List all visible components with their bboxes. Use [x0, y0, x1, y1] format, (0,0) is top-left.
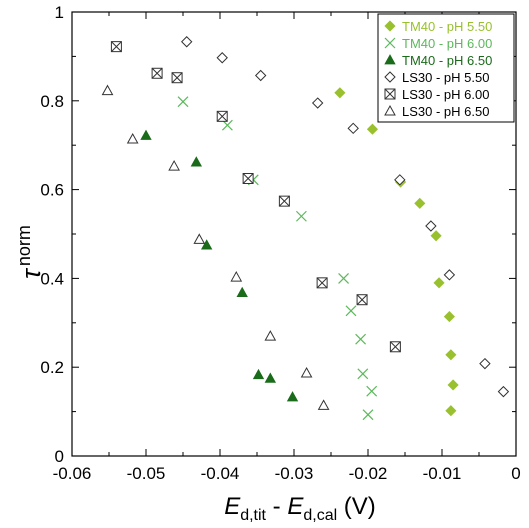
- series-5: [101, 84, 330, 410]
- data-point: [443, 311, 455, 323]
- legend-marker: [384, 104, 396, 116]
- data-point: [445, 349, 457, 361]
- data-point: [389, 341, 401, 353]
- data-point: [497, 385, 510, 398]
- data-point: [216, 52, 228, 64]
- series-3: [180, 36, 510, 398]
- data-point: [295, 210, 307, 222]
- data-point: [236, 286, 248, 298]
- x-tick-label: -0.02: [349, 464, 388, 483]
- x-tick-label: 0: [511, 464, 520, 483]
- x-axis-title: Ed,tit - Ed,cal (V): [224, 493, 376, 524]
- legend: TM40 - pH 5.50 TM40 - pH 6.00 TM40 - pH 6.…: [377, 13, 515, 123]
- data-point: [445, 405, 457, 417]
- data-point: [168, 160, 180, 171]
- data-point: [242, 173, 254, 184]
- data-point: [430, 230, 442, 242]
- data-points: [101, 36, 510, 421]
- legend-label: LS30 - pH 6.00: [402, 87, 489, 102]
- series-4: [110, 41, 401, 353]
- data-point: [366, 385, 378, 397]
- data-point: [317, 399, 330, 410]
- data-point: [311, 97, 324, 109]
- legend-label: TM40 - pH 6.50: [402, 53, 492, 68]
- data-point: [126, 132, 139, 144]
- series-2: [140, 129, 299, 402]
- data-point: [190, 156, 202, 167]
- data-point: [357, 368, 369, 380]
- data-point: [201, 239, 213, 250]
- x-tick-label: -0.03: [275, 464, 314, 483]
- data-point: [140, 129, 152, 140]
- x-tick-label: -0.05: [127, 464, 166, 483]
- series-1: [177, 96, 378, 421]
- legend-label: LS30 - pH 5.50: [402, 70, 489, 85]
- data-point: [286, 391, 299, 402]
- y-tick-label: 1: [55, 3, 64, 22]
- data-point: [180, 36, 193, 48]
- x-tick-label: -0.06: [53, 464, 92, 483]
- y-tick-label: 0.8: [40, 92, 64, 111]
- y-tick-label: 0.4: [40, 269, 64, 288]
- data-point: [433, 277, 445, 289]
- data-point: [193, 233, 206, 244]
- data-point: [177, 96, 189, 108]
- legend-marker: [384, 88, 396, 100]
- axis-tick-labels: -0.06 -0.05 -0.04 -0.03 -0.02 -0.01 0 0 0.2 0.4 0.…: [40, 3, 520, 483]
- series-0: [334, 87, 459, 417]
- y-tick-label: 0.2: [40, 358, 64, 377]
- legend-box: [377, 13, 515, 123]
- data-point: [414, 197, 426, 209]
- data-point: [110, 41, 122, 53]
- axis-ticks: [71, 11, 517, 457]
- legend-marker: [384, 54, 396, 65]
- data-point: [264, 330, 277, 341]
- data-point: [447, 379, 459, 391]
- legend-marker: [384, 20, 396, 32]
- data-point: [479, 357, 491, 370]
- x-tick-label: -0.01: [423, 464, 462, 483]
- data-point: [347, 122, 359, 135]
- data-point: [394, 174, 406, 186]
- data-point: [264, 372, 276, 383]
- data-point: [230, 271, 243, 282]
- y-tick-label: 0.6: [40, 181, 64, 200]
- legend-label: LS30 - pH 6.50: [402, 104, 489, 119]
- data-point: [356, 294, 368, 306]
- data-point: [338, 272, 350, 284]
- data-point: [366, 123, 379, 135]
- legend-marker: [384, 37, 396, 49]
- y-tick-label: 0: [55, 447, 64, 466]
- legend-label: TM40 - pH 6.00: [402, 36, 492, 51]
- data-point: [101, 84, 114, 96]
- legend-label: TM40 - pH 5.50: [402, 19, 492, 34]
- data-point: [171, 72, 183, 84]
- data-point: [221, 119, 233, 131]
- data-point: [254, 69, 267, 82]
- data-point: [278, 195, 290, 207]
- legend-marker: [384, 71, 396, 83]
- data-point: [216, 110, 228, 122]
- data-point: [362, 409, 374, 421]
- x-tick-label: -0.04: [201, 464, 240, 483]
- data-point: [345, 305, 357, 317]
- data-point: [252, 368, 265, 380]
- data-point: [316, 277, 328, 289]
- data-point: [151, 67, 163, 79]
- data-point: [334, 87, 346, 99]
- data-point: [425, 220, 437, 232]
- data-point: [300, 366, 313, 378]
- y-axis-title: τnorm: [14, 225, 46, 279]
- data-point: [443, 269, 456, 281]
- data-point: [355, 333, 367, 345]
